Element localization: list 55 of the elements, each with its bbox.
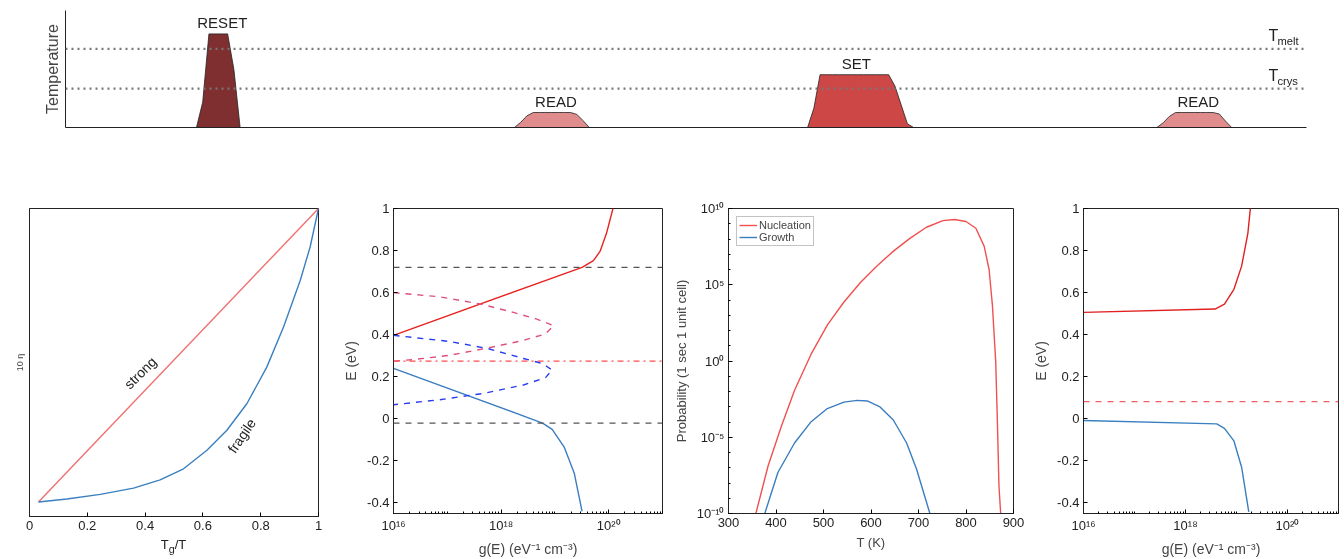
y-tick-label: 0.2 <box>1061 369 1080 385</box>
x-tick-label: 10²⁰ <box>1275 517 1300 533</box>
x-tick-label: 400 <box>765 514 787 530</box>
x-tick-label: 10¹⁶ <box>1071 517 1096 533</box>
annotation: READ <box>1177 93 1220 111</box>
line-series <box>764 399 931 514</box>
x-axis-title: g(E) (eV⁻¹ cm⁻³) <box>1161 540 1261 557</box>
x-axis-title: g(E) (eV⁻¹ cm⁻³) <box>478 540 578 557</box>
x-tick-label: 500 <box>812 514 835 530</box>
legend-label: Growth <box>759 231 795 243</box>
y-tick-label: 0 <box>382 411 390 427</box>
y-tick-label: 0.6 <box>371 285 390 301</box>
x-tick-label: 10²⁰ <box>596 517 621 533</box>
y-tick-label: -0.2 <box>367 453 390 469</box>
x-tick-label: 0.8 <box>251 517 270 533</box>
x-tick-label: 900 <box>1002 514 1025 530</box>
y-axis-title: Temperature <box>43 23 61 114</box>
y-tick-label: 1 <box>1072 201 1080 216</box>
y-tick-label: -0.4 <box>367 495 390 511</box>
x-tick-label: 0 <box>25 517 34 533</box>
x-tick-label: 10¹⁶ <box>381 517 406 533</box>
y-tick-label: -0.4 <box>1057 495 1080 511</box>
x-tick-label: 0.6 <box>193 517 212 533</box>
y-tick-label: 0.4 <box>1061 327 1080 343</box>
y-axis-title: E (eV) <box>1033 341 1050 381</box>
x-tick-label: 0.2 <box>78 517 97 533</box>
y-axis-title: Probability (1 sec 1 unit cell) <box>673 279 689 443</box>
y-tick-label: 1 <box>382 201 390 216</box>
y-tick-label: 0.2 <box>371 369 390 385</box>
annotation: READ <box>535 93 577 111</box>
y-tick-label: 0.6 <box>1061 285 1080 301</box>
text: RESET <box>197 14 248 32</box>
x-tick-label: 800 <box>955 514 977 530</box>
x-axis-title: T$_{g}$/T <box>160 537 187 557</box>
y-tick-label: 0.8 <box>371 243 390 259</box>
legend-label: Nucleation <box>759 219 811 231</box>
y-tick-label: 0.8 <box>1061 243 1080 259</box>
y-tick-label: -0.2 <box>1057 453 1080 469</box>
y-tick-label: 10⁻⁵ <box>700 429 725 445</box>
x-axis-title: T (K) <box>856 534 886 550</box>
y-tick-label: 10¹⁰ <box>700 201 725 216</box>
y-tick-label: 10⁵ <box>704 277 725 293</box>
y-tick-label: 0.4 <box>371 327 390 343</box>
y-tick-label: 0 <box>1072 411 1080 427</box>
x-tick-label: 10¹⁸ <box>488 517 514 533</box>
y-tick-label: 10⁰ <box>705 353 725 369</box>
y-axis-title: E (eV) <box>343 341 360 381</box>
x-tick-label: 10¹⁸ <box>1173 517 1198 533</box>
x-tick-label: 600 <box>860 514 882 530</box>
y-axis-title: 10 η <box>14 353 25 372</box>
x-tick-label: 0.4 <box>136 517 155 533</box>
line-series <box>755 218 1002 514</box>
x-tick-label: 1 <box>314 517 323 533</box>
x-tick-label: 700 <box>907 514 930 530</box>
annotation: SET <box>841 55 871 73</box>
